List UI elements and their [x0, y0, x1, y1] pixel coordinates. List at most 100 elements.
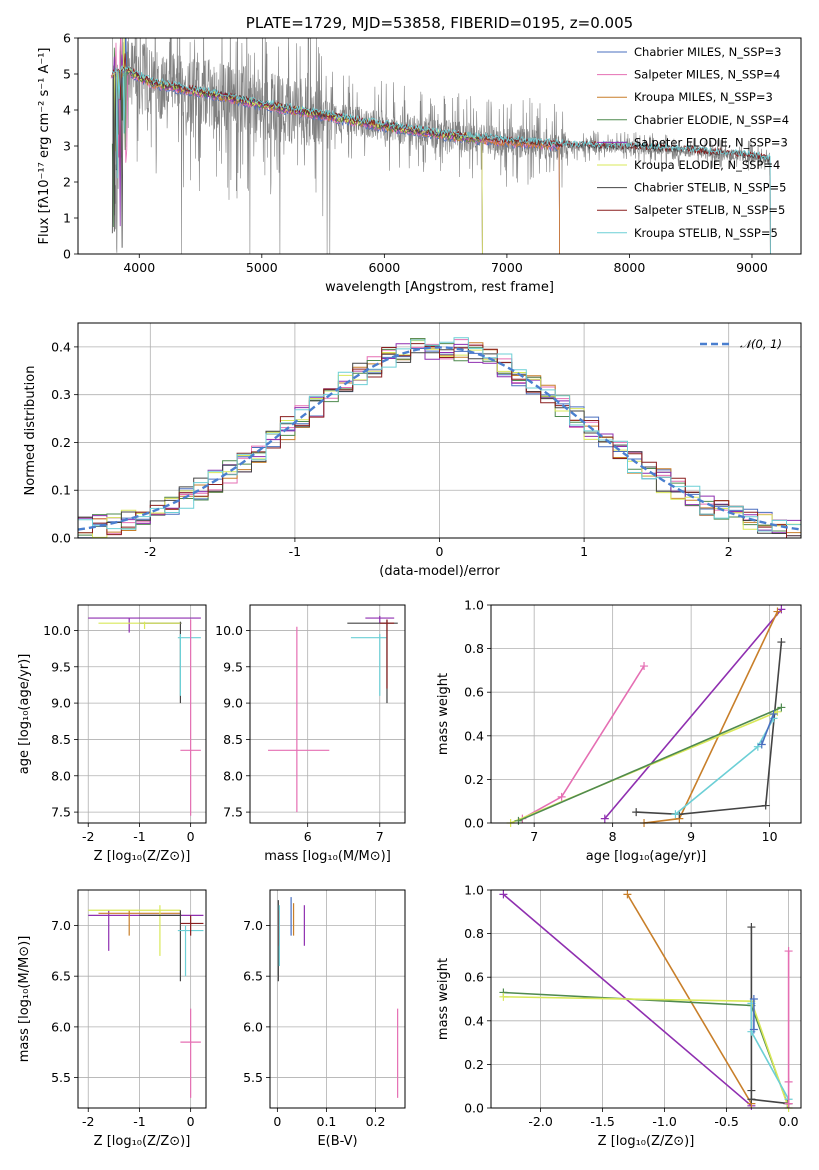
mass-weight-point	[773, 607, 782, 616]
x-axis-label: E(B-V)	[317, 1134, 357, 1149]
x-tick-label: 1	[580, 544, 588, 559]
axes-frame	[249, 604, 406, 824]
mass-vs-reddening-panel: 0 0.1 0.2 5.5 6.0 6.5 7.0 E(B-V)	[243, 889, 406, 1149]
legend-entry: Chabrier ELODIE, N_SSP=4	[634, 113, 789, 127]
y-tick-label: 9.0	[51, 696, 71, 711]
x-tick-label: 8000	[614, 260, 646, 275]
mass-weight-point	[747, 923, 756, 932]
y-tick-label: 10.0	[43, 623, 71, 638]
legend-entry: Chabrier STELIB, N_SSP=5	[634, 181, 786, 195]
y-tick-label: 0.0	[464, 1101, 484, 1116]
y-tick-label: 0.2	[464, 772, 484, 787]
x-tick-label: 10	[762, 829, 778, 844]
x-tick-label: -1.0	[652, 1114, 676, 1129]
axes-frame	[490, 889, 802, 1109]
mass-weight-line	[522, 665, 645, 820]
mass-weight-point	[784, 947, 793, 956]
age-vs-mass-panel: 6 7 7.5 8.0 8.5 9.0 9.5 10.0 mass [log₁₀(M/M⊙)]	[215, 604, 406, 864]
x-tick-label: 6	[304, 829, 312, 844]
mass-weight-line	[503, 991, 789, 1104]
mass-weight-point	[640, 662, 649, 671]
y-tick-label: 6.5	[51, 969, 71, 984]
y-tick-label: 8.5	[51, 732, 71, 747]
x-tick-label: -0.5	[714, 1114, 738, 1129]
mass-weight-point	[557, 792, 566, 801]
mass-weight-vs-age-panel: 7 8 9 10 0.0 0.2 0.4 0.6 0.8 1.0 age [log₁₀(age/yr…	[436, 598, 802, 864]
x-tick-label: -2	[82, 829, 94, 844]
mass-weight-point	[499, 992, 508, 1001]
mass-weight-point	[761, 801, 770, 810]
y-axis-label: mass weight	[436, 673, 451, 755]
mass-weight-point	[749, 995, 758, 1003]
y-tick-label: 6	[63, 31, 71, 46]
chart-title: PLATE=1729, MJD=53858, FIBERID=0195, z=0…	[246, 14, 633, 32]
y-axis-label: age [log₁₀(age/yr)]	[17, 654, 32, 775]
legend-entry: Kroupa MILES, N_SSP=3	[634, 90, 773, 104]
mass-weight-point	[749, 1025, 758, 1034]
y-tick-label: 0.4	[51, 339, 71, 354]
y-axis-label: mass weight	[436, 958, 451, 1040]
y-tick-label: 0.4	[464, 1013, 484, 1028]
legend-entry: Salpeter MILES, N_SSP=4	[634, 68, 780, 82]
x-axis-label: Z [log₁₀(Z/Z⊙)]	[598, 1134, 695, 1149]
mass-weight-point	[632, 808, 641, 817]
mass-weight-point	[757, 740, 766, 749]
y-tick-label: 0.6	[464, 970, 484, 985]
y-tick-label: 9.5	[223, 659, 243, 674]
mass-weight-point	[623, 890, 632, 899]
y-tick-label: 0.1	[51, 483, 71, 498]
x-tick-label: 9000	[736, 260, 768, 275]
x-tick-label: -2	[144, 544, 156, 559]
model-spectrum-line	[110, 38, 560, 254]
x-tick-label: -1	[289, 544, 301, 559]
x-axis-label: Z [log₁₀(Z/Z⊙)]	[94, 849, 191, 864]
x-tick-label: 9	[687, 829, 695, 844]
mass-weight-point	[499, 890, 508, 899]
mass-weight-point	[784, 1077, 793, 1086]
x-tick-label: 0.0	[779, 1114, 799, 1129]
residual-histogram-step	[78, 343, 801, 538]
axes-frame	[77, 322, 802, 539]
x-tick-label: 6000	[368, 260, 400, 275]
mass-weight-point	[747, 1086, 756, 1095]
y-tick-label: 1.0	[464, 598, 484, 613]
y-tick-label: 0.2	[51, 435, 71, 450]
mass-weight-vs-metallicity-panel: -2.0 -1.5 -1.0 -0.5 0.0 0.0 0.2 0.4 0.6 0.8 1.0 Z […	[436, 883, 802, 1149]
y-tick-label: 0.3	[51, 387, 71, 402]
x-tick-label: -2	[82, 1114, 94, 1129]
y-tick-label: 3	[63, 139, 71, 154]
x-tick-label: 7	[530, 829, 538, 844]
y-tick-label: 0.6	[464, 685, 484, 700]
y-tick-label: 4	[63, 103, 71, 118]
y-tick-label: 0.4	[464, 728, 484, 743]
y-tick-label: 6.0	[51, 1019, 71, 1034]
axes-frame	[269, 889, 406, 1109]
x-tick-label: 0.1	[317, 1114, 337, 1129]
y-tick-label: 6.5	[243, 969, 263, 984]
y-tick-label: 6.0	[243, 1019, 263, 1034]
x-tick-label: -1	[133, 1114, 145, 1129]
x-axis-label: age [log₁₀(age/yr)]	[586, 849, 707, 864]
y-tick-label: 0.8	[464, 926, 484, 941]
legend-entry: Kroupa ELODIE, N_SSP=4	[634, 158, 780, 172]
y-tick-label: 9.5	[51, 659, 71, 674]
mass-weight-line	[604, 608, 783, 820]
legend-entry: Kroupa STELIB, N_SSP=5	[634, 226, 778, 240]
legend-entry: Salpeter ELODIE, N_SSP=3	[634, 135, 788, 149]
y-tick-label: 10.0	[215, 623, 243, 638]
y-axis-label: mass [log₁₀(M/M⊙)]	[17, 936, 32, 1063]
mass-weight-line	[761, 713, 775, 745]
x-tick-label: 0	[436, 544, 444, 559]
mass-weight-point	[671, 810, 680, 819]
mass-weight-line	[503, 996, 790, 1108]
legend-entry: 𝒩(0, 1)	[740, 337, 782, 351]
residual-histogram-panel: -2 -1 0 1 2 0.0 0.1 0.2 0.3 0.4 (data-model)/error…	[23, 322, 802, 579]
mass-weight-point	[600, 814, 609, 823]
y-tick-label: 7.5	[51, 805, 71, 820]
normal-distribution-curve	[78, 346, 801, 531]
x-tick-label: 7000	[491, 260, 523, 275]
x-axis-label: Z [log₁₀(Z/Z⊙)]	[94, 1134, 191, 1149]
y-tick-label: 0.8	[464, 641, 484, 656]
y-axis-label: Flux [fλ10⁻¹⁷ erg cm⁻² s⁻¹ A⁻¹]	[37, 48, 52, 245]
